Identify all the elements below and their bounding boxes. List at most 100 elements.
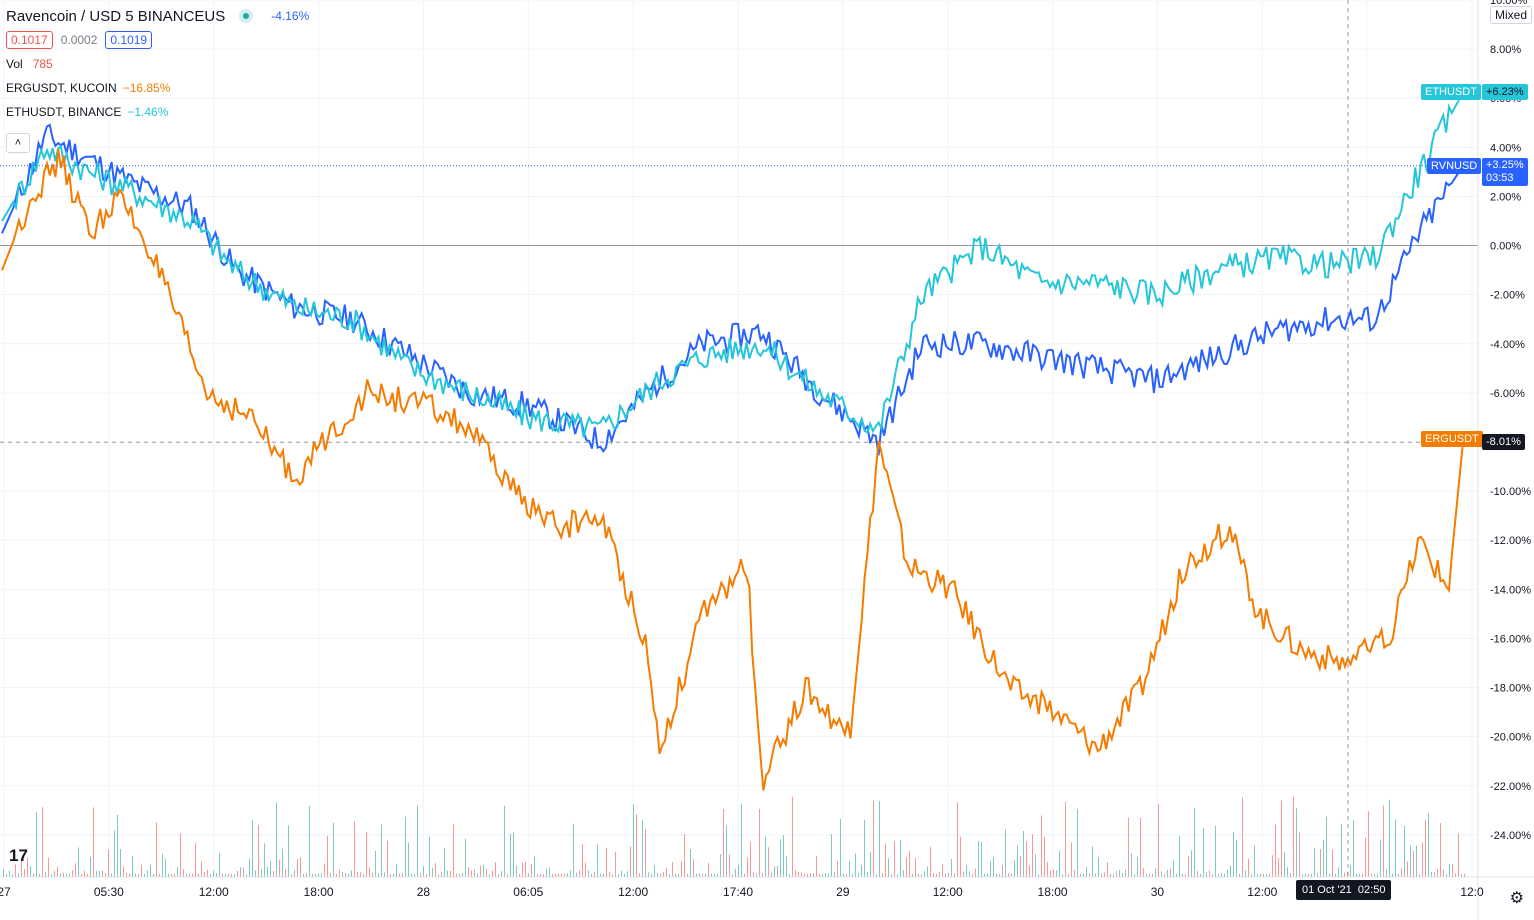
volume-bar [1266,873,1267,877]
volume-bar [960,836,961,877]
volume-bar [819,873,820,877]
volume-bar [270,860,271,877]
y-tick-label: -20.00% [1490,732,1531,744]
volume-bar [315,873,316,877]
x-tick-label: 12:00 [618,885,648,899]
x-tick-label: 18:00 [1038,885,1068,899]
volume-bar [471,870,472,877]
volume-bar [381,824,382,877]
volume-bar [717,873,718,877]
volume-bar [414,873,415,877]
y-tick-label: 4.00% [1490,142,1521,154]
x-tick-label: 12:00 [1247,885,1277,899]
scale-mode-button[interactable]: Mixed [1489,6,1532,24]
volume-bar [750,841,751,877]
volume-label[interactable]: Vol [6,57,23,71]
volume-bar [1065,801,1066,877]
volume-bar [999,874,1000,877]
volume-bar [798,872,799,877]
volume-bar [60,873,61,877]
volume-bar [990,860,991,877]
volume-bar [876,873,877,877]
volume-bar [858,872,859,877]
volume-bar [627,871,628,877]
volume-bar [894,841,895,877]
volume-bar [1044,837,1045,877]
volume-bar [384,872,385,877]
ask-price[interactable]: 0.1019 [105,31,153,49]
y-tick-label: -18.00% [1490,683,1531,695]
symbol-title[interactable]: Ravencoin / USD 5 BINANCEUS [6,7,226,25]
volume-bar [96,871,97,877]
volume-bar [1209,870,1210,877]
symbol-change: -4.16% [271,9,310,23]
volume-bar [705,873,706,877]
volume-bar [288,825,289,877]
volume-bar [453,824,454,877]
volume-bar [579,870,580,877]
volume-bar [1254,845,1255,877]
volume-bar [507,873,508,877]
volume-bar [240,867,241,877]
volume-bar [465,838,466,877]
volume-bar [468,867,469,877]
volume-bar [6,873,7,877]
volume-bar [252,820,253,877]
gear-icon[interactable]: ⚙ [1509,890,1524,907]
volume-bar [438,873,439,877]
volume-bar [1284,852,1285,877]
volume-bar [1452,864,1453,877]
tradingview-logo-icon[interactable]: 17 [9,846,28,865]
volume-bar [1344,872,1345,877]
volume-bar [378,873,379,877]
volume-bar [129,873,130,877]
volume-bar [396,864,397,877]
volume-bar [597,844,598,877]
volume-bar [90,856,91,877]
volume-bar [873,800,874,877]
volume-bar [618,873,619,877]
volume-bar [84,870,85,877]
volume-bar [1122,873,1123,877]
compare-erg-name[interactable]: ERGUSDT, KUCOIN [6,81,117,95]
volume-bar [1362,873,1363,877]
volume-bar [192,873,193,877]
volume-bar [762,873,763,877]
collapse-legend-button[interactable]: ˄ [6,133,30,153]
volume-bar [1455,873,1456,877]
volume-bar [1005,829,1006,877]
volume-bar [1098,857,1099,877]
volume-bar [168,873,169,877]
volume-bar [516,865,517,877]
volume-bar [951,859,952,877]
volume-bar [525,861,526,877]
volume-bar [300,857,301,877]
compare-eth-name[interactable]: ETHUSDT, BINANCE [6,105,122,119]
volume-bar [1212,873,1213,877]
volume-bar [330,872,331,877]
volume-bar [792,796,793,877]
volume-bar [1317,872,1318,877]
volume-bar [69,873,70,877]
volume-bar [1062,873,1063,877]
volume-bar [1080,873,1081,877]
volume-bar [888,858,889,877]
volume-bar [957,802,958,877]
volume-bar [333,822,334,877]
bid-price[interactable]: 0.1017 [6,31,53,49]
volume-bar [630,846,631,877]
volume-bar [1296,808,1297,877]
volume-bar [1113,873,1114,877]
volume-bar [1191,850,1192,877]
volume-bar [786,856,787,877]
volume-bar [594,871,595,877]
volume-bar [372,872,373,877]
volume-bar [642,820,643,877]
volume-bar [843,873,844,877]
volume-bar [1077,808,1078,877]
market-status-icon[interactable] [239,9,254,23]
volume-bar [1332,849,1333,877]
eth-name-tag: ETHUSDT [1421,84,1481,100]
volume-bar [1020,855,1021,877]
